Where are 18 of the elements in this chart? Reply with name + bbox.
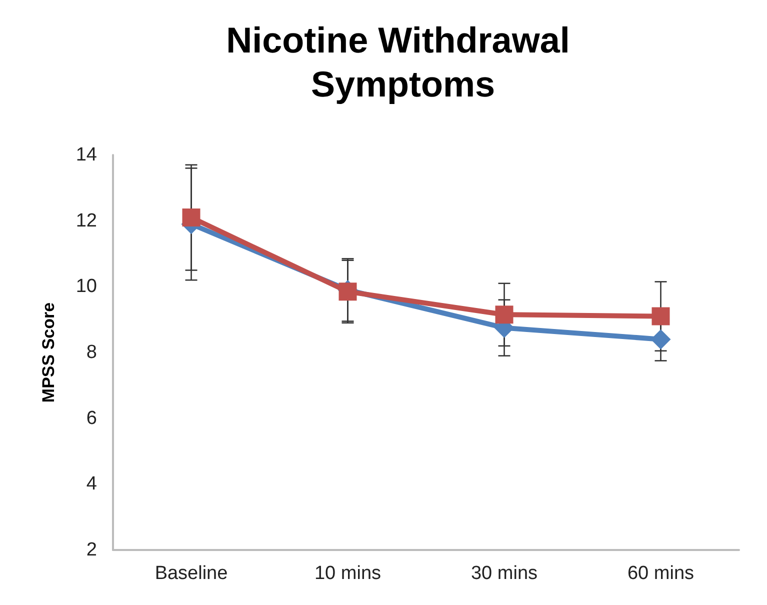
y-tick-label: 10 xyxy=(76,276,97,298)
x-tick-label: 60 mins xyxy=(627,563,694,584)
x-tick-label: 10 mins xyxy=(314,563,382,584)
point xyxy=(495,306,514,324)
chart-title: Nicotine Withdrawal Symptoms xyxy=(226,20,580,104)
x-tick-label: 30 mins xyxy=(470,563,538,584)
point xyxy=(182,208,200,227)
point xyxy=(650,329,671,350)
point xyxy=(652,307,670,326)
y-tick-label: 4 xyxy=(86,474,98,495)
point xyxy=(338,282,357,301)
y-axis-title: MPSS Score xyxy=(39,302,58,403)
y-tick-label: 8 xyxy=(86,342,97,363)
y-tick-label: 12 xyxy=(76,210,97,232)
y-tick-label: 6 xyxy=(86,408,97,429)
y-tick-label: 14 xyxy=(76,144,98,166)
y-tick-label: 2 xyxy=(86,540,97,560)
x-tick-label: Baseline xyxy=(154,563,228,584)
